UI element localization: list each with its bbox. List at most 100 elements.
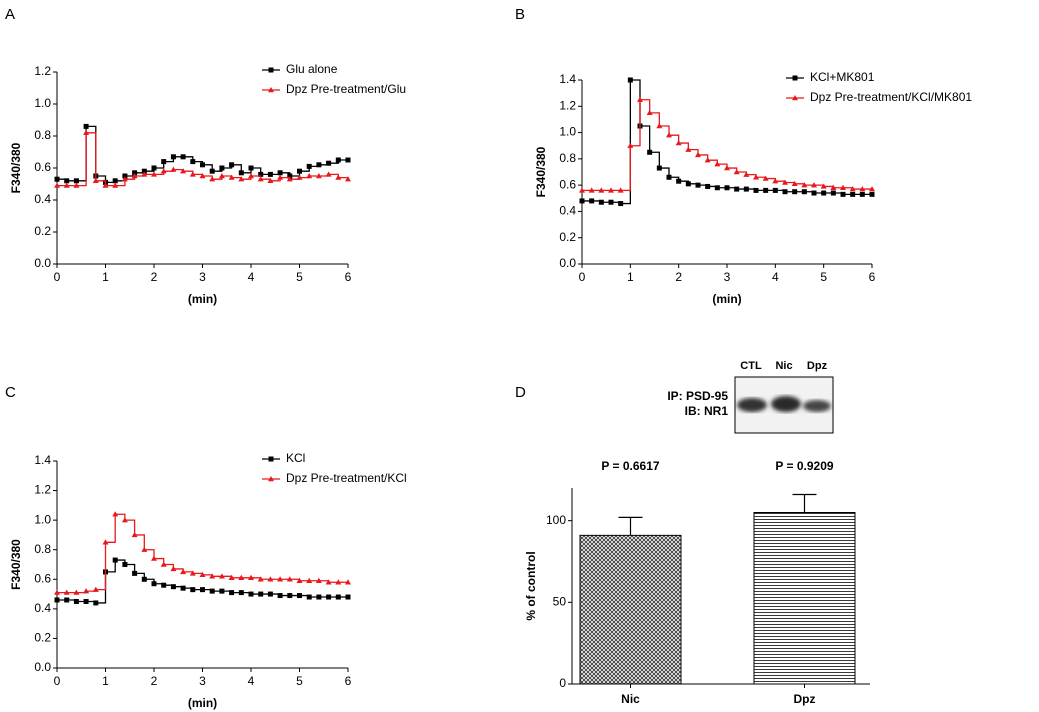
marker [335,594,341,600]
legend-marker [268,67,274,73]
marker [257,176,264,182]
marker [734,186,740,192]
marker [656,123,663,129]
marker [170,154,176,160]
marker [714,161,721,167]
marker [189,171,196,177]
marker [763,187,769,193]
legend-marker [792,95,798,101]
marker [859,191,865,197]
legend-label: Dpz Pre-treatment/Glu [286,82,406,96]
p-value: P = 0.9209 [775,459,833,473]
marker [345,594,351,600]
bar [753,512,856,685]
marker [209,588,215,594]
marker [92,586,99,592]
y-tick-label: 1.2 [559,98,576,112]
marker [306,594,312,600]
marker [180,585,186,591]
legend-label: Glu alone [286,62,338,76]
marker [589,198,595,204]
marker [830,190,836,196]
marker [160,561,167,567]
x-axis-label: (min) [188,292,217,306]
marker [326,594,332,600]
y-tick-label: 0.8 [34,542,51,556]
legend-marker [268,476,274,482]
marker [685,146,692,152]
marker [743,171,750,177]
y-tick-label: 0.8 [559,151,576,165]
panel-label: B [515,6,525,23]
marker [306,173,313,179]
marker [335,174,342,180]
marker [325,171,332,177]
marker [286,576,293,582]
marker [209,168,215,174]
marker [579,187,585,193]
marker [54,182,60,188]
marker [180,168,187,174]
marker [315,173,322,179]
y-tick-label: 1.2 [34,64,51,78]
marker [695,182,701,188]
marker [277,174,284,180]
y-tick-label: 0.0 [559,256,576,270]
marker [647,149,653,155]
marker [63,589,70,595]
marker [666,132,672,138]
blot-ib-label: IB: NR1 [685,404,729,418]
marker [316,162,322,168]
marker [93,600,99,606]
marker [170,584,176,590]
marker [286,176,293,182]
marker [840,191,846,197]
y-tick-label: 0.4 [34,601,51,615]
marker [248,574,254,581]
marker [73,598,79,604]
marker [180,154,186,160]
marker [83,123,89,129]
marker [83,588,90,594]
x-tick-label: 4 [248,674,255,688]
y-axis-label: F340/380 [9,539,23,590]
y-tick-label: 0.0 [34,660,51,674]
marker [811,182,817,188]
marker [772,178,779,184]
marker [73,182,80,188]
x-tick-label: 6 [869,270,876,284]
lane-label: CTL [740,360,762,372]
marker [141,168,147,174]
legend-label: Dpz Pre-treatment/KCl [286,471,407,485]
marker [608,187,614,193]
marker [170,166,177,172]
x-tick-label: 6 [345,270,352,284]
marker [151,581,157,587]
x-tick-label: 2 [675,270,682,284]
marker [132,170,138,176]
marker [345,579,351,585]
y-tick-label: 0.2 [34,224,51,238]
marker [637,96,643,102]
marker [316,594,322,600]
x-tick-label: Dpz [794,692,816,706]
marker [753,187,759,193]
series-line [582,99,872,192]
y-tick-label: 1.4 [559,72,576,86]
y-tick-label: 0.6 [34,160,51,174]
x-tick-label: 5 [296,674,303,688]
marker [627,77,633,83]
marker [306,577,313,583]
marker [112,511,119,517]
marker [277,593,283,599]
marker [762,175,769,181]
marker [122,173,128,179]
series-line [57,513,348,594]
error-bar [792,493,817,513]
legend-label: Dpz Pre-treatment/KCl/MK801 [810,90,972,104]
marker [161,159,167,165]
marker [199,571,206,578]
marker [238,176,245,182]
marker [209,573,216,579]
